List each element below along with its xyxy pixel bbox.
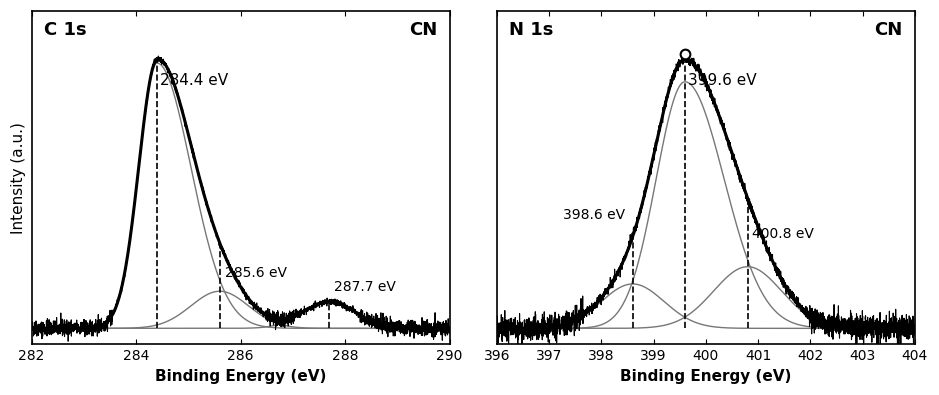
Y-axis label: Intensity (a.u.): Intensity (a.u.) bbox=[11, 122, 26, 234]
X-axis label: Binding Energy (eV): Binding Energy (eV) bbox=[155, 369, 327, 384]
Text: 398.6 eV: 398.6 eV bbox=[562, 209, 624, 222]
X-axis label: Binding Energy (eV): Binding Energy (eV) bbox=[620, 369, 792, 384]
Text: C 1s: C 1s bbox=[44, 21, 86, 39]
Text: 400.8 eV: 400.8 eV bbox=[752, 227, 814, 241]
Text: 284.4 eV: 284.4 eV bbox=[160, 73, 228, 88]
Text: CN: CN bbox=[874, 21, 902, 39]
Text: 399.6 eV: 399.6 eV bbox=[687, 73, 756, 88]
Text: 287.7 eV: 287.7 eV bbox=[333, 280, 395, 294]
Text: 285.6 eV: 285.6 eV bbox=[225, 267, 287, 280]
Text: N 1s: N 1s bbox=[509, 21, 554, 39]
Text: CN: CN bbox=[408, 21, 437, 39]
